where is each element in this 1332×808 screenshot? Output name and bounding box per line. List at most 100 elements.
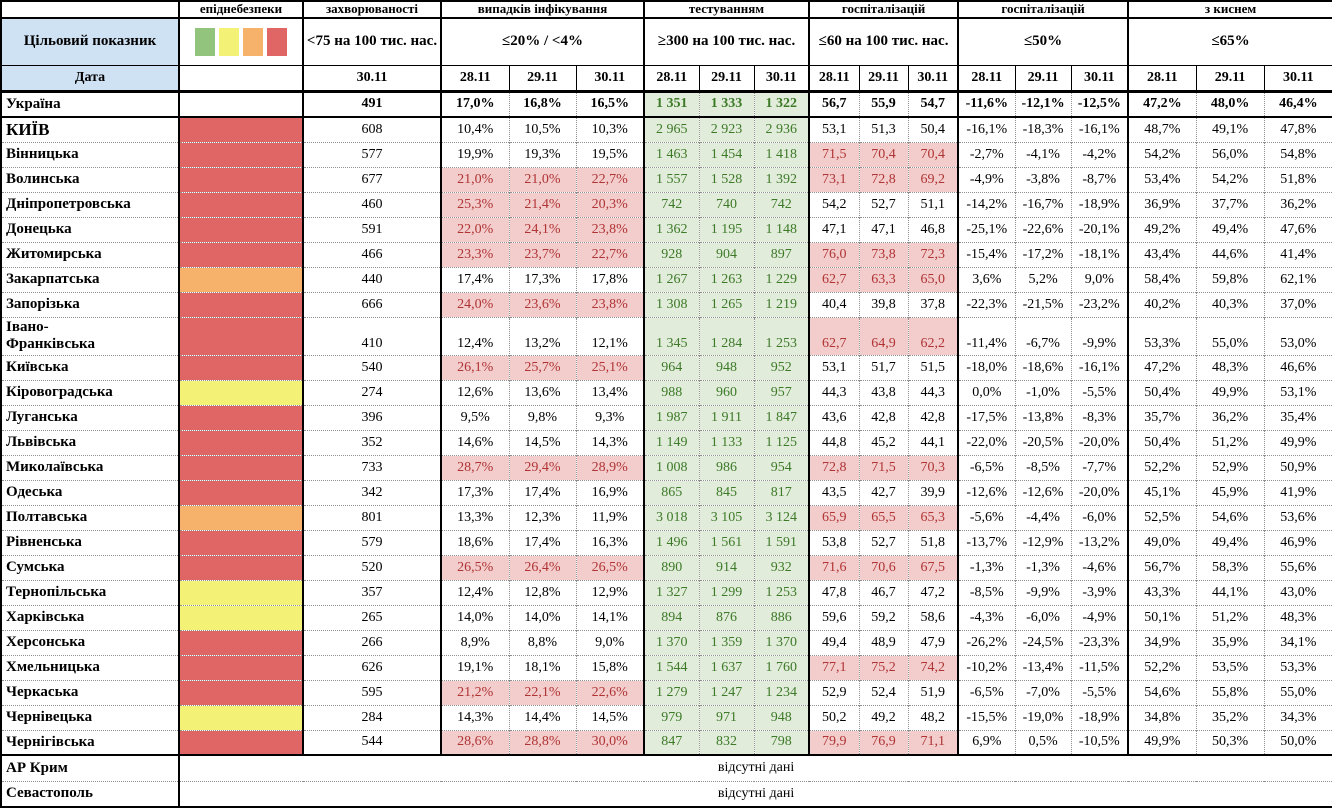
hospitalization-value: 39,9: [907, 479, 959, 506]
hospitalization-dynamics-value: -20,0%: [1070, 479, 1129, 506]
hospitalization-dynamics-value: -12,5%: [1070, 90, 1129, 118]
hospitalization-value: 48,9: [858, 629, 909, 656]
oxygen-beds-value: 53,3%: [1127, 316, 1197, 356]
testing-value: 3 124: [753, 504, 810, 531]
hospitalization-value: 62,7: [808, 266, 860, 293]
hospitalization-value: 49,2: [858, 704, 909, 731]
morbidity-value: 579: [302, 529, 441, 556]
danger-level-cell: [178, 216, 303, 243]
region-name: КИЇВ: [1, 116, 179, 143]
infection-share-value: 24,1%: [508, 216, 576, 243]
hospitalization-dynamics-value: 3,6%: [957, 266, 1016, 293]
infection-share-value: 28,6%: [440, 729, 509, 756]
no-data-cell: відсутні дані: [177, 780, 1332, 808]
hospitalization-dynamics-value: -21,5%: [1014, 291, 1072, 318]
oxygen-beds-value: 53,1%: [1263, 379, 1332, 406]
danger-level-cell: [178, 379, 303, 406]
hospitalization-value: 72,8: [808, 454, 860, 481]
morbidity-value: 396: [302, 404, 441, 431]
hospitalization-dynamics-value: -4,9%: [1070, 604, 1129, 631]
hospitalization-dynamics-value: -16,1%: [957, 116, 1016, 143]
hospitalization-dynamics-value: -22,6%: [1014, 216, 1072, 243]
hospitalization-dynamics-value: -24,5%: [1014, 629, 1072, 656]
oxygen-beds-value: 34,1%: [1263, 629, 1332, 656]
oxygen-beds-value: 49,4%: [1195, 529, 1265, 556]
infection-share-value: 16,3%: [575, 529, 644, 556]
date-cell: 30.11: [907, 64, 959, 93]
testing-value: 960: [698, 379, 754, 406]
hospitalization-dynamics-value: -4,9%: [957, 166, 1016, 193]
table-row: Вінницька 577 19,9% 19,3% 19,5% 1 463 1 454 1 4…: [1, 141, 1332, 168]
testing-value: 1 557: [643, 166, 699, 193]
infection-share-value: 15,8%: [575, 654, 644, 681]
region-name: Одеська: [1, 479, 179, 506]
infection-share-value: 17,0%: [440, 90, 509, 118]
hospitalization-value: 46,7: [858, 579, 909, 606]
date-cell: 30.11: [1070, 64, 1129, 93]
table-row: Кіровоградська 274 12,6% 13,6% 13,4% 988 960 95…: [1, 379, 1332, 406]
oxygen-beds-value: 36,2%: [1263, 191, 1332, 218]
date-cell: 29.11: [1014, 64, 1072, 93]
testing-value: 1 351: [643, 90, 699, 118]
region-name: Вінницька: [1, 141, 179, 168]
morbidity-value: 265: [302, 604, 441, 631]
region-name: Львівська: [1, 429, 179, 456]
danger-legend: [178, 17, 304, 66]
oxygen-beds-value: 45,9%: [1195, 479, 1265, 506]
table-row: Херсонська 266 8,9% 8,8% 9,0% 1 370 1 359 1 370…: [1, 629, 1332, 656]
hospitalization-value: 51,1: [907, 191, 959, 218]
morbidity-value: 677: [302, 166, 441, 193]
table-row: Миколаївська 733 28,7% 29,4% 28,9% 1 008 986 95…: [1, 454, 1332, 481]
hospitalization-value: 70,3: [907, 454, 959, 481]
date-cell: 30.11: [753, 64, 810, 93]
hospitalization-value: 70,4: [858, 141, 909, 168]
region-name: Харківська: [1, 604, 179, 631]
hospitalization-dynamics-value: -6,7%: [1014, 316, 1072, 356]
infection-share-value: 12,1%: [575, 316, 644, 356]
hospitalization-dynamics-value: -13,2%: [1070, 529, 1129, 556]
hospitalization-value: 75,2: [858, 654, 909, 681]
hospitalization-value: 65,9: [808, 504, 860, 531]
testing-value: 952: [753, 354, 810, 381]
testing-value: 914: [698, 554, 754, 581]
oxygen-beds-value: 49,1%: [1195, 116, 1265, 143]
hospitalization-value: 73,8: [858, 241, 909, 268]
oxygen-beds-value: 47,2%: [1127, 354, 1197, 381]
infection-share-value: 14,0%: [440, 604, 509, 631]
testing-value: 1 463: [643, 141, 699, 168]
oxygen-beds-value: 40,3%: [1195, 291, 1265, 318]
hospitalization-value: 65,3: [907, 504, 959, 531]
oxygen-beds-value: 50,9%: [1263, 454, 1332, 481]
hospitalization-dynamics-value: 0,5%: [1014, 729, 1072, 756]
hospitalization-value: 55,9: [858, 90, 909, 118]
testing-value: 1 327: [643, 579, 699, 606]
oxygen-beds-value: 54,2%: [1127, 141, 1197, 168]
oxygen-beds-value: 36,9%: [1127, 191, 1197, 218]
header-oxygen: з киснем: [1127, 0, 1332, 19]
hospitalization-dynamics-value: -20,0%: [1070, 429, 1129, 456]
table-row: Чернівецька 284 14,3% 14,4% 14,5% 979 971 948 50…: [1, 704, 1332, 731]
infection-share-value: 28,8%: [508, 729, 576, 756]
oxygen-beds-value: 49,4%: [1195, 216, 1265, 243]
infection-share-value: 26,5%: [575, 554, 644, 581]
hospitalization-dynamics-value: -4,6%: [1070, 554, 1129, 581]
infection-share-value: 22,6%: [575, 679, 644, 706]
danger-level-cell: [178, 629, 303, 656]
oxygen-beds-value: 37,7%: [1195, 191, 1265, 218]
hospitalization-dynamics-value: -15,4%: [957, 241, 1016, 268]
oxygen-beds-value: 54,6%: [1195, 504, 1265, 531]
date-cell: 28.11: [808, 64, 860, 93]
morbidity-value: 733: [302, 454, 441, 481]
hospitalization-dynamics-value: -5,5%: [1070, 679, 1129, 706]
oxygen-beds-value: 35,7%: [1127, 404, 1197, 431]
hospitalization-value: 62,7: [808, 316, 860, 356]
hospitalization-dynamics-value: -16,1%: [1070, 116, 1129, 143]
morbidity-value: 577: [302, 141, 441, 168]
hospitalization-value: 37,8: [907, 291, 959, 318]
table-row: Київська 540 26,1% 25,7% 25,1% 964 948 952 53,1 5…: [1, 354, 1332, 381]
date-cell: 29.11: [698, 64, 755, 93]
infection-share-value: 12,9%: [575, 579, 644, 606]
hospitalization-dynamics-value: -23,3%: [1070, 629, 1129, 656]
oxygen-beds-value: 41,4%: [1263, 241, 1332, 268]
infection-share-value: 26,5%: [440, 554, 509, 581]
